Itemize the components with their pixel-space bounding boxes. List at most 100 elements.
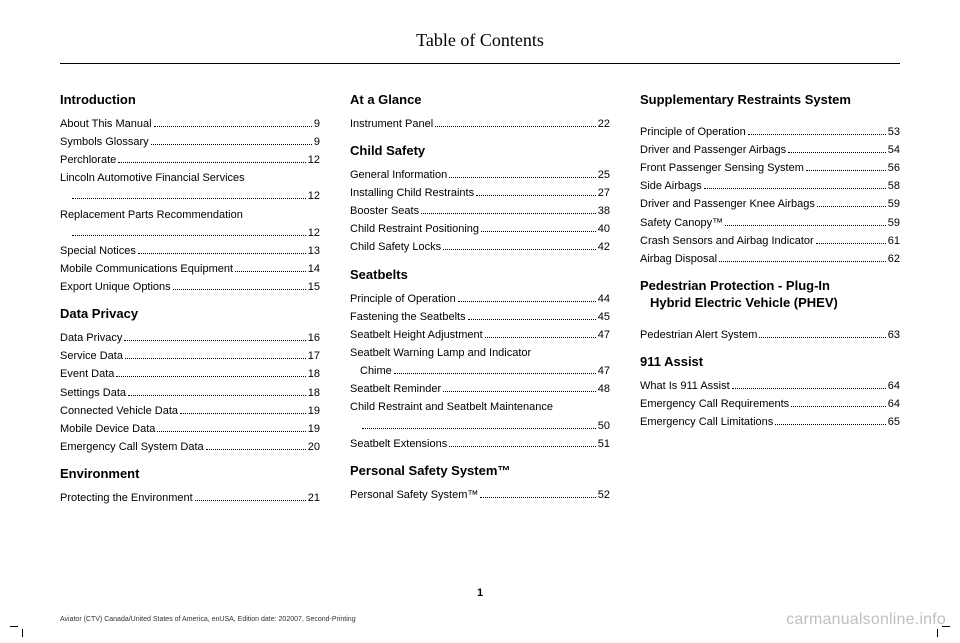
toc-entry-label: About This Manual — [60, 115, 152, 133]
leader-dots — [476, 195, 596, 196]
toc-entry-page: 9 — [314, 133, 320, 151]
leader-dots — [449, 446, 596, 447]
section-heading: Child Safety — [350, 143, 610, 160]
page-number: 1 — [0, 587, 960, 599]
toc-entry-label: Side Airbags — [640, 177, 702, 195]
toc-entry-label: Event Data — [60, 365, 114, 383]
leader-dots — [124, 340, 305, 341]
toc-entry-label: Seatbelt Reminder — [350, 380, 441, 398]
toc-entry-label: Personal Safety System™ — [350, 486, 478, 504]
leader-dots — [443, 391, 596, 392]
toc-column: At a GlanceInstrument Panel22Child Safet… — [350, 92, 610, 507]
toc-entry-page: 19 — [308, 420, 320, 438]
footer-edition-text: Aviator (CTV) Canada/United States of Am… — [60, 616, 356, 623]
toc-entry: Side Airbags58 — [640, 177, 900, 195]
toc-entry-page: 12 — [308, 151, 320, 169]
toc-entry-label: Instrument Panel — [350, 115, 433, 133]
toc-entry-label: Symbols Glossary — [60, 133, 149, 151]
leader-dots — [154, 126, 312, 127]
toc-entry-label: Protecting the Environment — [60, 489, 193, 507]
toc-entry: Mobile Communications Equipment14 — [60, 260, 320, 278]
leader-dots — [421, 213, 596, 214]
toc-entry: Safety Canopy™59 — [640, 214, 900, 232]
toc-entry-label: Lincoln Automotive Financial Services — [60, 169, 320, 187]
leader-dots — [817, 206, 886, 207]
toc-entry-label: Seatbelt Warning Lamp and Indicator — [350, 344, 610, 362]
toc-entry: Child Restraint and Seatbelt Maintenance… — [350, 398, 610, 434]
toc-entry-label: Service Data — [60, 347, 123, 365]
toc-entry-label: Pedestrian Alert System — [640, 326, 757, 344]
section-heading: Pedestrian Protection - Plug-InHybrid El… — [640, 278, 900, 312]
leader-dots — [72, 235, 306, 236]
leader-dots — [435, 126, 596, 127]
leader-dots — [725, 225, 886, 226]
toc-entry: Personal Safety System™ 52 — [350, 486, 610, 504]
toc-entry: Crash Sensors and Airbag Indicator61 — [640, 232, 900, 250]
toc-entry-label: Child Safety Locks — [350, 238, 441, 256]
toc-entry: Airbag Disposal 62 — [640, 250, 900, 268]
leader-dots — [719, 261, 886, 262]
toc-entry-page: 62 — [888, 250, 900, 268]
toc-entry: Emergency Call System Data20 — [60, 438, 320, 456]
leader-dots — [195, 500, 306, 501]
crop-mark — [22, 629, 23, 637]
toc-entry-label: Special Notices — [60, 242, 136, 260]
toc-entry-page: 56 — [888, 159, 900, 177]
leader-dots — [481, 231, 596, 232]
leader-dots — [138, 253, 306, 254]
toc-column: Supplementary Restraints SystemPrinciple… — [640, 92, 900, 507]
toc-entry: About This Manual9 — [60, 115, 320, 133]
toc-entry-page: 21 — [308, 489, 320, 507]
leader-dots — [128, 395, 306, 396]
toc-entry-label: Airbag Disposal — [640, 250, 717, 268]
toc-entry-page: 42 — [598, 238, 610, 256]
toc-entry-page: 15 — [308, 278, 320, 296]
leader-dots — [732, 388, 886, 389]
leader-dots — [791, 406, 886, 407]
toc-entry-label: Emergency Call Limitations — [640, 413, 773, 431]
toc-entry: Service Data 17 — [60, 347, 320, 365]
leader-dots — [116, 376, 305, 377]
toc-entry: What Is 911 Assist64 — [640, 377, 900, 395]
toc-entry-label: Replacement Parts Recommendation — [60, 206, 320, 224]
toc-entry-label: Front Passenger Sensing System — [640, 159, 804, 177]
toc-entry: Pedestrian Alert System 63 — [640, 326, 900, 344]
leader-dots — [775, 424, 885, 425]
toc-entry-label: Mobile Device Data — [60, 420, 155, 438]
toc-entry-label: Fastening the Seatbelts — [350, 308, 466, 326]
crop-mark — [937, 629, 938, 637]
toc-entry-page: 18 — [308, 365, 320, 383]
toc-entry-page: 25 — [598, 166, 610, 184]
toc-entry: Settings Data18 — [60, 384, 320, 402]
toc-entry: Booster Seats38 — [350, 202, 610, 220]
toc-entry: Principle of Operation53 — [640, 123, 900, 141]
watermark-text: carmanualsonline.info — [786, 611, 946, 629]
toc-entry-page: 17 — [308, 347, 320, 365]
toc-entry-label: Driver and Passenger Knee Airbags — [640, 195, 815, 213]
leader-dots — [480, 497, 595, 498]
toc-entry-label: Child Restraint Positioning — [350, 220, 479, 238]
leader-dots — [788, 152, 886, 153]
toc-entry-label: Child Restraint and Seatbelt Maintenance — [350, 398, 610, 416]
leader-dots — [485, 337, 596, 338]
toc-entry-label-cont: Chime — [350, 362, 392, 380]
leader-dots — [362, 428, 596, 429]
toc-entry: Data Privacy16 — [60, 329, 320, 347]
toc-entry-page: 59 — [888, 195, 900, 213]
leader-dots — [118, 162, 305, 163]
toc-entry-page: 63 — [888, 326, 900, 344]
toc-entry: Driver and Passenger Airbags54 — [640, 141, 900, 159]
toc-entry-page: 50 — [598, 417, 610, 435]
leader-dots — [151, 144, 312, 145]
toc-entry-page: 16 — [308, 329, 320, 347]
leader-dots — [449, 177, 596, 178]
leader-dots — [816, 243, 886, 244]
toc-entry-page: 52 — [598, 486, 610, 504]
toc-entry-page: 12 — [308, 187, 320, 205]
section-heading: At a Glance — [350, 92, 610, 109]
toc-entry-page: 48 — [598, 380, 610, 398]
toc-entry-label: Safety Canopy™ — [640, 214, 723, 232]
toc-entry: Driver and Passenger Knee Airbags 59 — [640, 195, 900, 213]
toc-entry-label: Principle of Operation — [640, 123, 746, 141]
leader-dots — [206, 449, 306, 450]
